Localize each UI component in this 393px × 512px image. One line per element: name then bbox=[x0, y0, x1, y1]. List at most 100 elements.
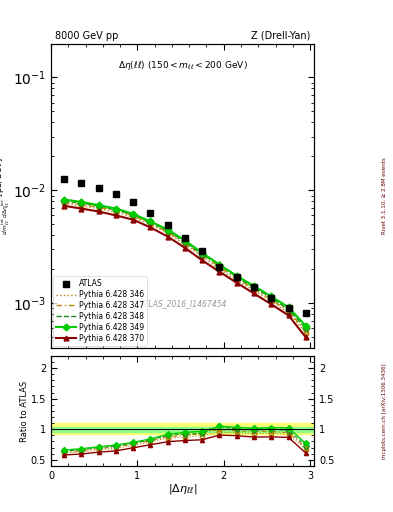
Pythia 6.428 347 bbox=[62, 199, 66, 205]
Pythia 6.428 349 bbox=[79, 199, 84, 205]
Text: 8000 GeV pp: 8000 GeV pp bbox=[55, 31, 118, 41]
Pythia 6.428 348 bbox=[114, 207, 118, 213]
Pythia 6.428 346 bbox=[114, 209, 118, 216]
Pythia 6.428 347 bbox=[114, 208, 118, 214]
ATLAS bbox=[217, 264, 222, 270]
Pythia 6.428 346 bbox=[286, 310, 291, 316]
Pythia 6.428 349 bbox=[62, 197, 66, 203]
Pythia 6.428 348 bbox=[96, 203, 101, 209]
ATLAS bbox=[269, 294, 274, 301]
Pythia 6.428 349 bbox=[269, 293, 274, 300]
Text: mcplots.cern.ch [arXiv:1306.3436]: mcplots.cern.ch [arXiv:1306.3436] bbox=[382, 363, 387, 459]
Pythia 6.428 349 bbox=[148, 219, 153, 225]
Pythia 6.428 346 bbox=[79, 203, 84, 209]
ATLAS bbox=[131, 199, 136, 205]
Pythia 6.428 346 bbox=[234, 277, 239, 283]
Pythia 6.428 348 bbox=[62, 198, 66, 204]
ATLAS bbox=[182, 234, 187, 241]
X-axis label: $|\Delta\eta_{\ell\ell}|$: $|\Delta\eta_{\ell\ell}|$ bbox=[168, 482, 197, 496]
Pythia 6.428 346 bbox=[252, 287, 256, 293]
Y-axis label: $\frac{d^2\sigma}{d\,m_{\ell\ell}^{\rm tot}\,d\Delta\eta_{\ell\ell}^{\rm tot}}\ : $\frac{d^2\sigma}{d\,m_{\ell\ell}^{\rm t… bbox=[0, 157, 11, 234]
Legend: ATLAS, Pythia 6.428 346, Pythia 6.428 347, Pythia 6.428 348, Pythia 6.428 349, P: ATLAS, Pythia 6.428 346, Pythia 6.428 34… bbox=[53, 276, 147, 346]
Line: Pythia 6.428 370: Pythia 6.428 370 bbox=[62, 203, 308, 339]
ATLAS bbox=[114, 191, 118, 197]
Pythia 6.428 349 bbox=[114, 205, 118, 211]
Pythia 6.428 347 bbox=[269, 296, 274, 303]
ATLAS bbox=[252, 284, 256, 290]
Pythia 6.428 347 bbox=[148, 220, 153, 226]
Pythia 6.428 348 bbox=[200, 251, 204, 258]
Pythia 6.428 348 bbox=[303, 325, 308, 331]
Bar bbox=[51, 428, 314, 432]
Bar bbox=[51, 423, 314, 434]
Pythia 6.428 349 bbox=[165, 226, 170, 232]
ATLAS bbox=[62, 176, 66, 182]
Pythia 6.428 349 bbox=[200, 250, 204, 256]
Line: Pythia 6.428 349: Pythia 6.428 349 bbox=[62, 197, 308, 328]
Pythia 6.428 346 bbox=[303, 330, 308, 336]
Pythia 6.428 347 bbox=[131, 212, 136, 219]
ATLAS bbox=[200, 248, 204, 254]
Pythia 6.428 370 bbox=[252, 290, 256, 296]
Pythia 6.428 370 bbox=[303, 334, 308, 340]
Pythia 6.428 346 bbox=[182, 242, 187, 248]
Line: Pythia 6.428 347: Pythia 6.428 347 bbox=[64, 202, 306, 331]
Pythia 6.428 348 bbox=[131, 211, 136, 218]
Line: Pythia 6.428 348: Pythia 6.428 348 bbox=[64, 201, 306, 328]
ATLAS bbox=[148, 210, 153, 216]
Pythia 6.428 370 bbox=[131, 217, 136, 223]
Pythia 6.428 348 bbox=[269, 294, 274, 301]
Pythia 6.428 347 bbox=[200, 251, 204, 258]
Pythia 6.428 348 bbox=[148, 219, 153, 225]
Pythia 6.428 346 bbox=[269, 298, 274, 304]
Pythia 6.428 370 bbox=[96, 208, 101, 215]
Pythia 6.428 370 bbox=[114, 212, 118, 219]
Pythia 6.428 346 bbox=[200, 253, 204, 260]
Pythia 6.428 349 bbox=[131, 211, 136, 217]
Pythia 6.428 370 bbox=[286, 312, 291, 318]
Pythia 6.428 370 bbox=[200, 257, 204, 263]
Pythia 6.428 349 bbox=[252, 283, 256, 289]
Pythia 6.428 370 bbox=[269, 301, 274, 307]
Pythia 6.428 347 bbox=[165, 229, 170, 235]
Pythia 6.428 346 bbox=[62, 200, 66, 206]
Text: Rivet 3.1.10, ≥ 2.8M events: Rivet 3.1.10, ≥ 2.8M events bbox=[382, 158, 387, 234]
Pythia 6.428 370 bbox=[182, 245, 187, 251]
Pythia 6.428 346 bbox=[131, 214, 136, 220]
Pythia 6.428 346 bbox=[148, 221, 153, 227]
Line: ATLAS: ATLAS bbox=[61, 176, 309, 316]
Pythia 6.428 349 bbox=[286, 304, 291, 310]
Pythia 6.428 348 bbox=[79, 200, 84, 206]
Pythia 6.428 349 bbox=[96, 202, 101, 208]
Text: Z (Drell-Yan): Z (Drell-Yan) bbox=[251, 31, 310, 41]
Pythia 6.428 349 bbox=[303, 323, 308, 329]
Y-axis label: Ratio to ATLAS: Ratio to ATLAS bbox=[20, 380, 29, 441]
ATLAS bbox=[79, 180, 84, 186]
Pythia 6.428 346 bbox=[217, 266, 222, 272]
Pythia 6.428 370 bbox=[217, 269, 222, 275]
Pythia 6.428 348 bbox=[234, 274, 239, 280]
Pythia 6.428 347 bbox=[96, 204, 101, 210]
Text: ATLAS_2016_I1467454: ATLAS_2016_I1467454 bbox=[139, 300, 226, 309]
Pythia 6.428 348 bbox=[286, 307, 291, 313]
Pythia 6.428 347 bbox=[286, 308, 291, 314]
Pythia 6.428 348 bbox=[252, 284, 256, 290]
Pythia 6.428 346 bbox=[96, 205, 101, 211]
Pythia 6.428 370 bbox=[234, 280, 239, 286]
Line: Pythia 6.428 346: Pythia 6.428 346 bbox=[64, 203, 306, 333]
Pythia 6.428 347 bbox=[79, 201, 84, 207]
ATLAS bbox=[165, 222, 170, 228]
ATLAS bbox=[286, 305, 291, 311]
Pythia 6.428 370 bbox=[62, 203, 66, 209]
Pythia 6.428 347 bbox=[252, 286, 256, 292]
ATLAS bbox=[234, 274, 239, 280]
Pythia 6.428 348 bbox=[217, 262, 222, 268]
Pythia 6.428 347 bbox=[303, 328, 308, 334]
Pythia 6.428 347 bbox=[234, 275, 239, 282]
Text: $\Delta\eta(\ell\ell)\ (150 < m_{\ell\ell} < 200\ \mathrm{GeV})$: $\Delta\eta(\ell\ell)\ (150 < m_{\ell\el… bbox=[118, 59, 248, 72]
ATLAS bbox=[303, 310, 308, 316]
Pythia 6.428 370 bbox=[165, 233, 170, 240]
Pythia 6.428 349 bbox=[217, 262, 222, 268]
Pythia 6.428 347 bbox=[217, 264, 222, 270]
ATLAS bbox=[96, 185, 101, 191]
